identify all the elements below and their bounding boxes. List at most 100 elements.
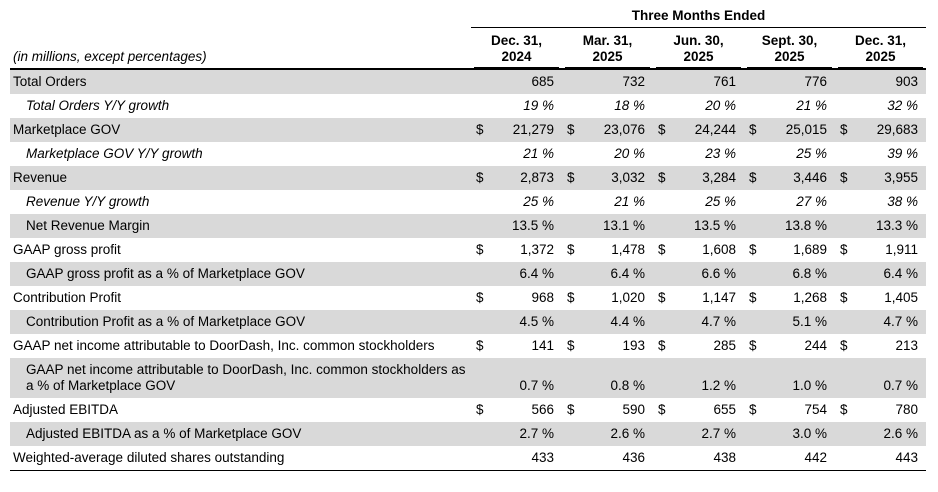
column-header-underline: Mar. 31, 2025: [565, 31, 650, 68]
column-header-line: Dec. 31,: [490, 33, 543, 48]
value: 761: [713, 74, 736, 89]
value-cell: $754: [744, 398, 835, 422]
row-label: Contribution Profit: [13, 290, 122, 305]
value: 1.2 %: [701, 378, 736, 393]
value-cell: $3,284: [653, 166, 744, 190]
dollar-sign: $: [476, 122, 484, 137]
table-row: Revenue $2,873 $3,032 $3,284 $3,446 $3,955: [10, 166, 926, 190]
value: 3,955: [884, 170, 918, 185]
table-row: Marketplace GOV $21,279 $23,076 $24,244 $25,…: [10, 118, 926, 142]
table-row: Contribution Profit $968 $1,020 $1,147 $1,26…: [10, 286, 926, 310]
value: 685: [531, 74, 554, 89]
value-cell: $3,955: [835, 166, 926, 190]
financial-results-table: Three Months Ended (in millions, except …: [10, 8, 926, 471]
value: 4.4 %: [610, 314, 645, 329]
dollar-sign: $: [476, 290, 484, 305]
value: 3,032: [611, 170, 645, 185]
value: 38 %: [887, 194, 918, 209]
dollar-sign: $: [749, 402, 757, 417]
value-cell: $1,268: [744, 286, 835, 310]
value: 438: [713, 450, 736, 465]
dollar-sign: $: [658, 170, 666, 185]
value-cell: 21 %: [471, 142, 562, 166]
value-cell: $968: [471, 286, 562, 310]
header-spacer: [10, 8, 471, 28]
value-cell: $3,446: [744, 166, 835, 190]
value-cell: 25 %: [653, 190, 744, 214]
value: 6.6 %: [701, 266, 736, 281]
table-body: Total Orders 685 732 761 776 903 Total Orders …: [10, 70, 926, 471]
value-cell: $566: [471, 398, 562, 422]
value: 1,911: [885, 242, 918, 257]
value: 39 %: [887, 146, 918, 161]
value-cell: 38 %: [835, 190, 926, 214]
column-header-line: Dec. 31,: [854, 33, 907, 48]
column-header-line: Sept. 30,: [761, 33, 818, 48]
value-cell: 6.4 %: [471, 262, 562, 286]
value: 780: [895, 402, 918, 417]
column-header-line: 2025: [683, 49, 714, 64]
value: 32 %: [887, 98, 918, 113]
value: 1,478: [611, 242, 645, 257]
value: 141: [531, 338, 554, 353]
column-header-line: 2025: [865, 49, 896, 64]
dollar-sign: $: [749, 122, 757, 137]
dollar-sign: $: [567, 338, 575, 353]
value: 1,608: [702, 242, 736, 257]
row-label: Revenue Y/Y growth: [26, 194, 150, 209]
value-cell: 4.7 %: [653, 310, 744, 334]
value: 19 %: [523, 98, 554, 113]
column-header-line: 2025: [592, 49, 623, 64]
value-cell: 6.8 %: [744, 262, 835, 286]
value: 13.1 %: [602, 218, 645, 233]
value-cell: $244: [744, 334, 835, 358]
value: 18 %: [614, 98, 645, 113]
value-cell: 436: [562, 446, 653, 470]
dollar-sign: $: [567, 170, 575, 185]
value-cell: $3,032: [562, 166, 653, 190]
row-label: Weighted-average diluted shares outstand…: [13, 450, 285, 465]
table-row: Total Orders Y/Y growth 19 % 18 % 20 % 21 % 3…: [10, 94, 926, 118]
value: 436: [622, 450, 645, 465]
value-cell: $1,372: [471, 238, 562, 262]
value-cell: $1,020: [562, 286, 653, 310]
value-cell: 438: [653, 446, 744, 470]
value-cell: 1.2 %: [653, 358, 744, 398]
value-cell: 4.5 %: [471, 310, 562, 334]
value: 23 %: [705, 146, 736, 161]
column-header-line: 2024: [501, 49, 532, 64]
value: 443: [895, 450, 918, 465]
column-header-q1-2025: Mar. 31, 2025: [562, 31, 653, 68]
value-cell: 5.1 %: [744, 310, 835, 334]
value-cell: $1,608: [653, 238, 744, 262]
value-cell: 13.8 %: [744, 214, 835, 238]
value: 754: [804, 402, 827, 417]
value: 1,689: [793, 242, 827, 257]
value: 4.7 %: [701, 314, 736, 329]
value: 193: [622, 338, 645, 353]
value: 433: [531, 450, 554, 465]
dollar-sign: $: [476, 170, 484, 185]
value: 285: [713, 338, 736, 353]
dollar-sign: $: [658, 122, 666, 137]
value: 6.4 %: [883, 266, 918, 281]
value: 13.8 %: [784, 218, 827, 233]
value-cell: $1,478: [562, 238, 653, 262]
value: 1,268: [793, 290, 827, 305]
value-cell: 685: [471, 70, 562, 94]
value-cell: 19 %: [471, 94, 562, 118]
value: 4.5 %: [519, 314, 554, 329]
value-cell: 13.5 %: [471, 214, 562, 238]
column-header-underline: Dec. 31, 2024: [474, 31, 559, 68]
value-cell: 20 %: [562, 142, 653, 166]
value: 5.1 %: [792, 314, 827, 329]
value: 13.3 %: [875, 218, 918, 233]
table-row: Total Orders 685 732 761 776 903: [10, 70, 926, 94]
dollar-sign: $: [476, 338, 484, 353]
dollar-sign: $: [749, 170, 757, 185]
value: 25,015: [785, 122, 827, 137]
value: 0.7 %: [519, 378, 554, 393]
value-cell: $213: [835, 334, 926, 358]
value-cell: $780: [835, 398, 926, 422]
row-label: Marketplace GOV Y/Y growth: [26, 146, 203, 161]
